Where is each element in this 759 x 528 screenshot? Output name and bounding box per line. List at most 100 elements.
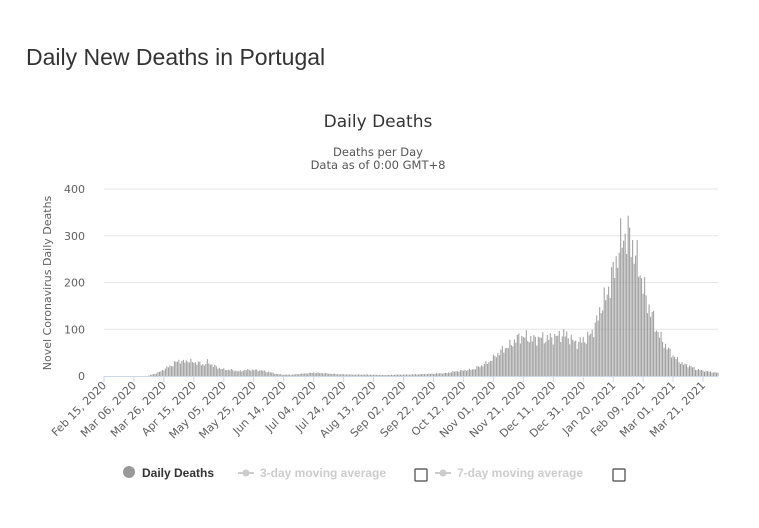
bar [563,329,565,376]
bar [355,374,357,376]
bar [690,366,692,376]
bar [423,373,425,376]
bar [400,374,402,376]
bar [491,360,493,376]
bar [206,359,208,376]
bar [314,373,316,376]
bar [663,347,665,376]
bar [488,362,490,376]
bar [687,367,689,376]
bar [492,354,494,376]
bar [606,294,608,376]
bar [560,342,562,376]
bar [617,267,619,376]
bar [188,362,190,376]
bar [157,372,159,376]
bar [385,375,387,376]
bar [350,374,352,376]
legend-item-7-day-average[interactable]: 7-day moving average [435,466,583,480]
bar [428,373,430,376]
bar [368,374,370,376]
bar [686,364,688,376]
bar [149,374,151,376]
bar [470,369,472,376]
bar [627,215,629,376]
bar [644,277,646,376]
bar [371,374,373,376]
bar [362,374,364,376]
bar [326,373,328,376]
bar [317,372,319,376]
bar [208,363,210,376]
bar [555,335,557,376]
bar [404,374,406,376]
bar [178,359,180,376]
bars-group [148,215,719,376]
bar [629,227,631,376]
bar [221,369,223,376]
bar [594,322,596,376]
bar [220,369,222,376]
bar [605,300,607,376]
bar [495,357,497,376]
bar [346,374,348,376]
bar [576,348,578,376]
bar [707,371,709,376]
bar [370,374,372,376]
bar [335,374,337,376]
bar [575,340,577,376]
y-tick-labels: 0 100 200 300 400 [64,183,85,383]
legend-item-3-day-average[interactable]: 3-day moving average [238,466,386,480]
bar [395,374,397,376]
bar [716,372,717,376]
bar [278,374,280,376]
bar [406,374,408,376]
bar [678,362,680,376]
bar [277,373,279,376]
bar [444,372,446,376]
bar [561,336,563,376]
bar [479,367,481,376]
bar [361,374,363,376]
bar [154,373,156,376]
bar [310,372,312,376]
bar [497,352,499,376]
bar [386,374,388,376]
y-tick-label: 400 [64,183,85,196]
bar [464,369,466,376]
toggle-7-day-checkbox[interactable] [612,468,626,482]
bar [205,363,207,376]
bar [214,365,216,376]
bar [467,370,469,376]
bar [450,372,452,376]
bar [263,370,265,376]
bar [199,361,201,376]
bar [364,374,366,376]
bar [557,335,559,376]
bar [459,370,461,376]
bar [343,374,345,376]
bar [344,374,346,376]
bar [211,364,213,376]
toggle-3-day-checkbox[interactable] [414,468,428,482]
bar [500,349,502,376]
legend-item-daily-deaths[interactable]: Daily Deaths [123,466,214,480]
bar [668,347,670,376]
bar [698,368,700,376]
bar [341,373,343,376]
bar [630,256,632,376]
bar [528,342,530,376]
bar [621,247,623,376]
bar [446,373,448,376]
bar [588,335,590,376]
bar [410,374,412,376]
bar [365,374,367,376]
bar [260,370,262,376]
bar [624,233,626,376]
bar [262,370,264,376]
bar [307,373,309,376]
bar [305,373,307,376]
bar [684,363,686,376]
bar [591,329,593,376]
bar [554,334,556,376]
